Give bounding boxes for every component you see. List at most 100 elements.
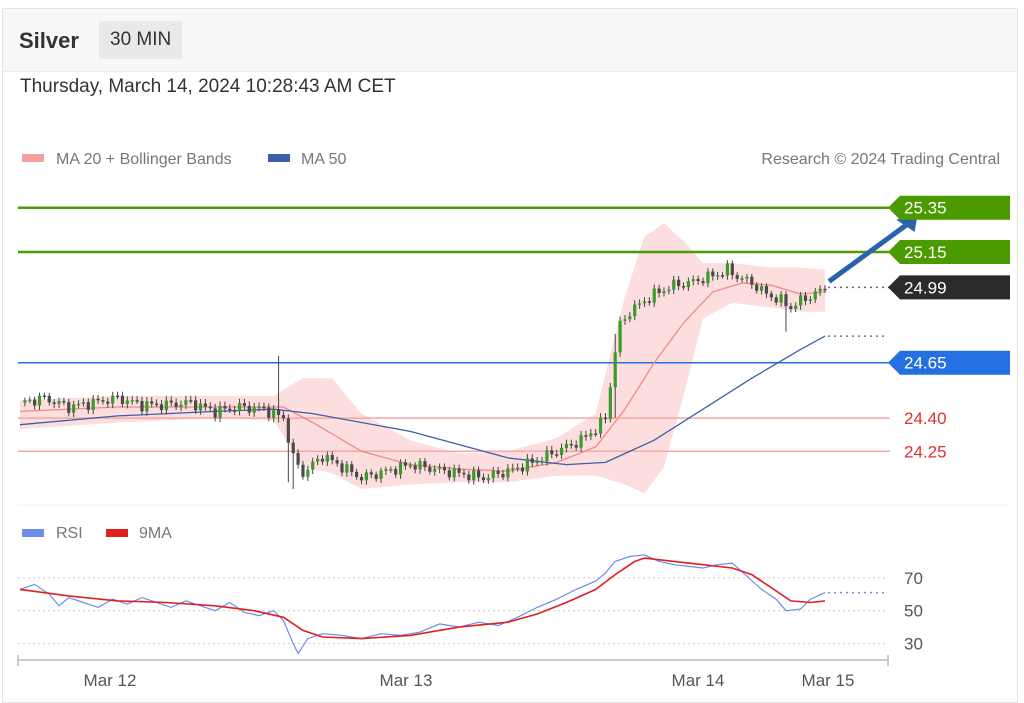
rsi-tick-50: 50 [904, 602, 923, 621]
bollinger-band-area [20, 223, 825, 494]
candle-body [145, 401, 149, 412]
candle-body [745, 276, 749, 279]
target-price-tag-25.35 [888, 195, 1010, 220]
candle-body [808, 299, 812, 301]
candle-body [140, 400, 144, 412]
target-price-tag-25.15 [888, 240, 1010, 264]
candle-body [696, 279, 700, 282]
candle-body [389, 469, 393, 471]
candle-body [608, 387, 612, 420]
candle-body [135, 400, 139, 402]
ma20-legend-swatch [22, 154, 44, 162]
candle-body [813, 291, 817, 300]
candle-body [711, 271, 715, 277]
candle-body [281, 415, 286, 419]
candle-body [96, 398, 100, 401]
candle-body [42, 395, 46, 398]
candle-body [764, 286, 769, 294]
candle-body [618, 320, 622, 353]
candle-body [111, 395, 115, 404]
candle-body [335, 460, 339, 464]
candle-body [47, 395, 51, 403]
candle-body [130, 400, 134, 402]
candle-body [223, 405, 227, 409]
ma50-legend-label: MA 50 [301, 151, 346, 168]
candle-body [769, 293, 773, 298]
pivot-price-tag-text-24.65: 24.65 [904, 354, 947, 373]
rsi-legend-swatch [22, 529, 44, 537]
candle-body [189, 400, 193, 402]
candle-body [594, 433, 598, 435]
candle-body [174, 402, 178, 407]
candle-body [799, 295, 803, 306]
candle-body [759, 286, 764, 291]
candle-body [750, 276, 754, 285]
candle-body [296, 453, 300, 465]
candle-body [198, 403, 203, 411]
candle-body [91, 398, 95, 410]
candle-body [62, 400, 66, 403]
candle-body [286, 418, 290, 443]
candle-body [520, 467, 525, 472]
candle-body [155, 403, 159, 406]
candle-body [359, 477, 364, 481]
candle-body [789, 306, 793, 309]
candle-body [340, 463, 344, 473]
candle-body [150, 401, 154, 404]
report-datetime: Thursday, March 14, 2024 10:28:43 AM CET [20, 76, 396, 97]
candle-body [794, 305, 798, 309]
candle-body [379, 470, 383, 479]
candle-body [101, 400, 105, 402]
candle-body [257, 406, 261, 409]
candle-body [725, 263, 730, 276]
candle-body [491, 470, 495, 479]
candle-body [276, 409, 281, 416]
candle-body [545, 450, 549, 462]
candle-body [589, 433, 593, 437]
candle-body [228, 408, 232, 411]
candle-body [642, 301, 647, 304]
candle-body [237, 403, 242, 412]
rsi-ma-legend-swatch [106, 529, 128, 537]
candle-body [647, 301, 651, 303]
target-arrow-shaft [827, 219, 913, 284]
candle-body [433, 468, 437, 472]
candle-body [164, 400, 168, 411]
candle-body [369, 472, 373, 475]
candle-body [106, 401, 110, 404]
candle-body [398, 462, 403, 475]
candle-body [413, 465, 417, 470]
candle-body [652, 288, 656, 303]
candle-body [120, 395, 125, 405]
rsi-ma-legend-label: 9MA [139, 525, 172, 542]
candle-body [301, 464, 305, 477]
timeframe-button[interactable]: 30 MIN [99, 21, 183, 59]
candle-body [374, 474, 378, 479]
rsi-tick-70: 70 [904, 569, 923, 588]
candle-body [774, 297, 778, 303]
candle-body [555, 454, 559, 456]
target-price-tag-text-25.35: 25.35 [904, 199, 947, 218]
instrument-title: Silver [19, 28, 79, 53]
candle-body [213, 408, 217, 418]
rsi-tick-30: 30 [904, 635, 923, 654]
candle-body [540, 461, 544, 463]
candle-body [76, 403, 81, 406]
candle-body [291, 442, 295, 454]
candle-body [184, 400, 188, 405]
candle-body [72, 404, 76, 413]
support-label-24.40: 24.40 [904, 409, 947, 428]
candle-body [57, 400, 61, 404]
candle-body [667, 289, 671, 292]
candle-body [598, 417, 603, 434]
candle-body [272, 409, 276, 418]
candle-body [569, 444, 573, 446]
candle-body [638, 303, 642, 305]
candle-body [486, 478, 490, 481]
candle-body [462, 472, 466, 475]
candle-body [467, 474, 471, 481]
x-tick-label: Mar 15 [802, 671, 855, 690]
candle-body [125, 400, 129, 405]
candle-body [677, 279, 681, 287]
candle-body [384, 469, 388, 471]
